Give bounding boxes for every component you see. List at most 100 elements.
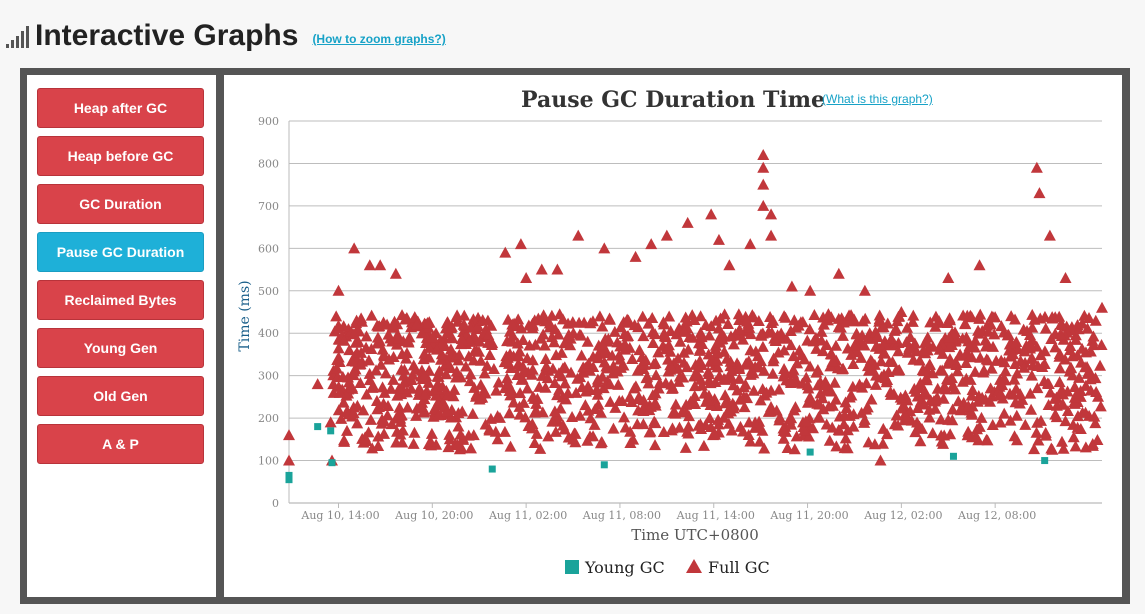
full-gc-point <box>1071 410 1084 422</box>
heap-after-gc-button[interactable]: Heap after GC <box>37 88 204 128</box>
full-gc-point <box>959 317 972 329</box>
full-gc-point <box>723 259 736 271</box>
full-gc-point <box>1031 359 1044 371</box>
full-gc-point <box>1053 310 1066 322</box>
full-gc-point <box>755 329 768 341</box>
full-gc-point <box>938 429 951 441</box>
full-gc-point <box>788 443 801 455</box>
full-gc-point <box>387 373 400 385</box>
full-gc-point <box>1054 318 1067 330</box>
full-gc-point <box>530 427 543 439</box>
full-gc-point <box>994 416 1007 428</box>
full-gc-point <box>873 313 886 325</box>
reclaimed-bytes-button[interactable]: Reclaimed Bytes <box>37 280 204 320</box>
full-gc-point <box>399 313 412 325</box>
full-gc-point <box>311 378 324 390</box>
full-gc-point <box>885 332 898 344</box>
full-gc-point <box>371 319 384 331</box>
full-gc-point <box>725 364 738 376</box>
full-gc-point <box>832 312 845 324</box>
full-gc-point <box>542 430 555 442</box>
full-gc-point <box>933 343 946 355</box>
full-gc-point <box>535 263 548 275</box>
full-gc-point <box>639 354 652 366</box>
full-gc-point <box>965 311 978 323</box>
old-gen-button[interactable]: Old Gen <box>37 376 204 416</box>
x-tick-label: Aug 10, 20:00 <box>394 509 473 522</box>
full-gc-point <box>539 353 552 365</box>
full-gc-point <box>744 368 757 380</box>
a-and-p-button[interactable]: A & P <box>37 424 204 464</box>
full-gc-point <box>557 419 570 431</box>
full-gc-point <box>283 429 295 441</box>
full-gc-point <box>937 392 950 404</box>
full-gc-point <box>1083 312 1096 324</box>
pause-gc-duration-chart[interactable]: 0 100 200 300 400 500 600 700 800 900 Aug 10, 14:… <box>233 84 1113 584</box>
full-gc-point <box>814 387 827 399</box>
full-gc-point <box>601 362 614 374</box>
full-gc-point <box>822 308 835 320</box>
full-gc-point <box>998 407 1011 419</box>
full-gc-point <box>501 335 514 347</box>
full-gc-point <box>732 308 745 320</box>
full-gc-point <box>436 380 449 392</box>
gc-duration-button[interactable]: GC Duration <box>37 184 204 224</box>
full-gc-point <box>424 435 437 447</box>
full-gc-point <box>923 411 936 423</box>
full-gc-point <box>802 430 815 442</box>
full-gc-point <box>643 404 656 416</box>
full-gc-point <box>482 328 495 340</box>
full-gc-point <box>443 428 456 440</box>
full-gc-point <box>598 356 611 368</box>
young-gen-button[interactable]: Young Gen <box>37 328 204 368</box>
full-gc-point <box>682 427 695 439</box>
chart-area: 0 100 200 300 400 500 600 700 800 900 Aug 10, 14:… <box>233 84 1113 584</box>
full-gc-point <box>407 437 420 449</box>
heap-before-gc-button[interactable]: Heap before GC <box>37 136 204 176</box>
pause-gc-duration-button[interactable]: Pause GC Duration <box>37 232 204 272</box>
full-gc-point <box>865 393 878 405</box>
full-gc-point <box>517 333 530 345</box>
full-gc-point <box>418 388 431 400</box>
full-gc-point <box>647 336 660 348</box>
full-gc-point <box>528 406 541 418</box>
full-gc-point <box>757 148 770 160</box>
full-gc-point <box>711 346 724 358</box>
full-gc-point <box>929 393 942 405</box>
full-gc-point <box>459 360 472 372</box>
full-gc-point <box>747 311 760 323</box>
full-gc-point <box>911 416 924 428</box>
full-gc-point <box>1067 431 1080 443</box>
full-gc-point <box>354 377 367 389</box>
full-gc-point <box>781 442 794 454</box>
full-gc-point <box>918 398 931 410</box>
full-gc-point <box>985 310 998 322</box>
full-gc-point <box>413 382 426 394</box>
full-gc-density-points <box>327 308 1108 455</box>
full-gc-point <box>914 435 927 447</box>
full-gc-point <box>1079 361 1092 373</box>
x-tick-label: Aug 10, 14:00 <box>300 509 379 522</box>
full-gc-point <box>479 387 492 399</box>
y-tick-label: 800 <box>258 157 279 170</box>
full-gc-point <box>1072 323 1085 335</box>
full-gc-point <box>895 306 908 317</box>
full-gc-point <box>539 381 552 393</box>
full-gc-point <box>817 403 830 415</box>
full-gc-point <box>964 373 977 385</box>
full-gc-point <box>721 317 734 329</box>
full-gc-point <box>847 357 860 369</box>
what-is-this-graph-link[interactable]: (What is this graph?) <box>822 92 933 106</box>
full-gc-point <box>817 318 830 330</box>
full-gc-point <box>878 338 891 350</box>
full-gc-point <box>832 321 845 333</box>
full-gc-point <box>515 373 528 385</box>
full-gc-point <box>451 439 464 451</box>
full-gc-point <box>1030 161 1043 173</box>
full-gc-point <box>548 336 561 348</box>
full-gc-point <box>862 436 875 448</box>
full-gc-point <box>552 328 565 340</box>
full-gc-point <box>1054 328 1067 340</box>
zoom-help-link[interactable]: (How to zoom graphs?) <box>312 32 446 46</box>
full-gc-point <box>430 343 443 355</box>
